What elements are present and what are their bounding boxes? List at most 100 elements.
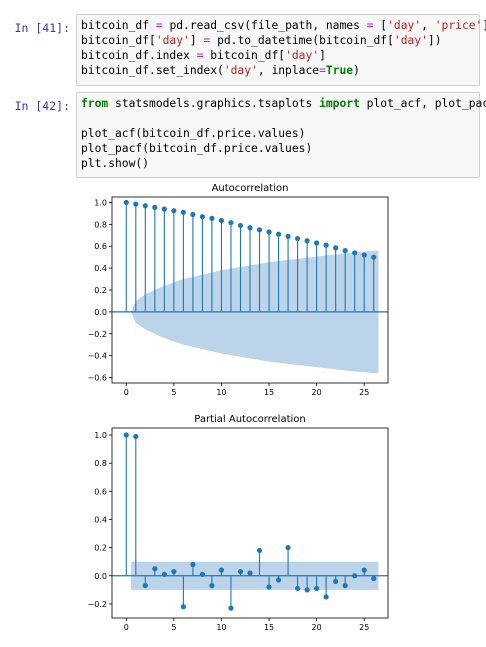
cell-output: Autocorrelation 1.0 0.8 0.6 0.4 0.2 0.0 −0.2 −0.… bbox=[76, 180, 406, 640]
code-token: ] bbox=[189, 34, 204, 47]
y-tick-label: 0.2 bbox=[94, 544, 107, 553]
x-tick-label: 20 bbox=[312, 623, 322, 632]
cell-prompt: In [42]: bbox=[14, 99, 70, 113]
code-token: pd.to_datetime(bitcoin_df[ bbox=[210, 34, 394, 47]
x-tick-label: 20 bbox=[312, 388, 322, 397]
x-tick-label: 25 bbox=[359, 388, 369, 397]
stem-marker bbox=[190, 211, 196, 218]
code-token: 'day' bbox=[223, 64, 258, 77]
stem-marker bbox=[161, 571, 167, 577]
stem-marker bbox=[256, 547, 263, 554]
code-input[interactable]: bitcoin_df = pd.read_csv(file_path, name… bbox=[76, 14, 486, 86]
stem-marker bbox=[323, 242, 329, 248]
code-token: plot_pacf(bitcoin_df.price.values) bbox=[81, 142, 313, 155]
code-token: pd.read_csv(file_path, names bbox=[162, 19, 367, 32]
code-token: [ bbox=[373, 19, 388, 32]
code-line: bitcoin_df.index = bitcoin_df['day'] bbox=[81, 48, 475, 63]
code-token: statsmodels.graphics.tsaplots bbox=[108, 97, 320, 110]
code-token: bitcoin_df[ bbox=[203, 49, 286, 62]
code-token: bitcoin_df.index bbox=[81, 49, 197, 62]
code-token: True bbox=[325, 64, 354, 77]
code-line: plot_acf(bitcoin_df.price.values) bbox=[81, 126, 475, 141]
stem-marker bbox=[161, 206, 167, 212]
code-token: ) bbox=[353, 64, 360, 77]
code-token: 'day' bbox=[285, 49, 320, 62]
stem-marker bbox=[218, 567, 225, 573]
x-tick-label: 15 bbox=[264, 623, 274, 632]
code-token: ]) bbox=[427, 34, 442, 47]
stem-marker bbox=[371, 254, 377, 260]
stem-marker bbox=[142, 203, 148, 209]
y-tick-label: 0.6 bbox=[94, 487, 107, 496]
code-token: bitcoin_df.set_index( bbox=[81, 64, 224, 77]
code-line: from statsmodels.graphics.tsaplots impor… bbox=[81, 96, 486, 111]
stem-marker bbox=[209, 215, 215, 221]
stem-marker bbox=[142, 583, 148, 589]
stem-marker bbox=[199, 214, 206, 220]
stem-marker bbox=[342, 583, 348, 589]
code-line: bitcoin_df = pd.read_csv(file_path, name… bbox=[81, 18, 486, 33]
code-input[interactable]: from statsmodels.graphics.tsaplots impor… bbox=[76, 92, 486, 178]
stem-marker bbox=[294, 235, 301, 242]
code-line: bitcoin_df.set_index('day', inplace=True… bbox=[81, 63, 475, 78]
code-token: , bbox=[421, 19, 435, 32]
code-token: import bbox=[319, 97, 360, 110]
stem-marker bbox=[304, 587, 310, 593]
code-token: = bbox=[366, 19, 374, 32]
stem-marker bbox=[171, 568, 177, 575]
code-line: plot_pacf(bitcoin_df.price.values) bbox=[81, 141, 475, 156]
stem-marker bbox=[237, 222, 244, 229]
stem-marker bbox=[342, 248, 348, 254]
y-tick-label: 0.0 bbox=[94, 308, 107, 317]
stem-marker bbox=[123, 432, 129, 438]
code-token: , inplace bbox=[257, 64, 320, 77]
x-tick-label: 5 bbox=[171, 623, 176, 632]
plot-frame bbox=[111, 427, 389, 619]
code-token: 'day' bbox=[155, 34, 190, 47]
stem-marker bbox=[152, 204, 158, 210]
y-tick-label: 0.6 bbox=[94, 242, 107, 251]
x-tick-label: 25 bbox=[359, 623, 369, 632]
y-tick-label: 0.2 bbox=[94, 286, 107, 295]
code-token: ] bbox=[319, 49, 326, 62]
y-tick-label: 1.0 bbox=[94, 431, 107, 440]
stem-marker bbox=[266, 584, 272, 590]
code-token: bitcoin_df[ bbox=[81, 34, 156, 47]
code-token: 'day' bbox=[387, 19, 422, 32]
cell-prompt: In [41]: bbox=[14, 21, 70, 35]
y-tick-label: 0.0 bbox=[94, 572, 107, 581]
y-tick-label: −0.6 bbox=[88, 374, 107, 383]
stem-marker bbox=[352, 573, 358, 579]
stem-marker bbox=[247, 225, 253, 231]
y-tick-label: −0.4 bbox=[88, 352, 107, 361]
stem-marker bbox=[285, 545, 291, 551]
stem-marker bbox=[190, 561, 196, 568]
code-token: plot_acf(bitcoin_df.price.values) bbox=[81, 127, 306, 140]
code-cell-42[interactable]: In [42]: from statsmodels.graphics.tsapl… bbox=[0, 92, 486, 178]
code-token: ]) bbox=[482, 19, 486, 32]
stem-marker bbox=[266, 229, 272, 235]
code-token: = bbox=[319, 64, 326, 77]
x-tick-label: 0 bbox=[124, 623, 129, 632]
code-token: = bbox=[155, 19, 163, 32]
pacf-chart: Partial Autocorrelation 1.0 0.8 0.6 0.4 0.2 0.… bbox=[88, 414, 389, 632]
stem-marker bbox=[228, 220, 234, 226]
code-token: 'price' bbox=[434, 19, 483, 32]
y-tick-label: 0.4 bbox=[94, 515, 107, 524]
code-line bbox=[81, 111, 475, 126]
stem-marker bbox=[333, 578, 339, 585]
code-token: = bbox=[203, 34, 211, 47]
acf-chart: Autocorrelation 1.0 0.8 0.6 0.4 0.2 0.0 −0.2 −0.… bbox=[88, 183, 389, 397]
stem-marker bbox=[247, 570, 253, 576]
code-token: plt.show() bbox=[81, 157, 150, 170]
chart-title: Partial Autocorrelation bbox=[194, 414, 305, 425]
x-tick-label: 10 bbox=[216, 388, 226, 397]
stem-marker bbox=[171, 208, 177, 214]
stem-marker bbox=[123, 199, 129, 206]
stem-marker bbox=[314, 240, 320, 246]
code-token: from bbox=[81, 97, 109, 110]
stem-marker bbox=[352, 250, 358, 256]
stem-marker bbox=[361, 252, 367, 258]
x-tick-label: 10 bbox=[216, 623, 226, 632]
code-cell-41[interactable]: In [41]: bitcoin_df = pd.read_csv(file_p… bbox=[0, 14, 486, 86]
